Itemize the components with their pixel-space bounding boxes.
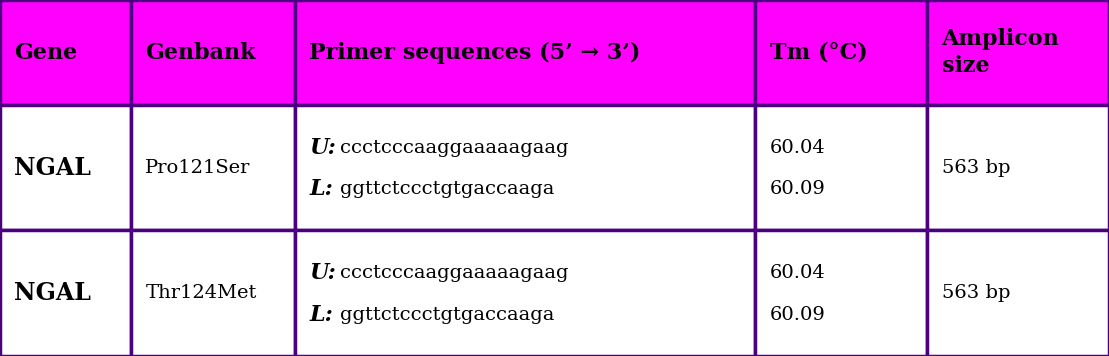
Bar [0, 230, 131, 356]
Text: ccctcccaaggaaaaagaag: ccctcccaaggaaaaagaag [340, 138, 569, 157]
Text: ggttctccctgtgaccaaga: ggttctccctgtgaccaaga [340, 180, 554, 198]
Bar [927, 0, 1109, 105]
Bar [0, 105, 131, 230]
Bar [131, 105, 295, 230]
Text: Genbank: Genbank [145, 42, 256, 63]
Text: ggttctccctgtgaccaaga: ggttctccctgtgaccaaga [340, 305, 554, 324]
Bar [295, 105, 755, 230]
Text: 563 bp: 563 bp [942, 159, 1010, 177]
Bar [295, 230, 755, 356]
Text: NGAL: NGAL [14, 156, 91, 180]
Text: 60.09: 60.09 [770, 305, 825, 324]
Text: 60.04: 60.04 [770, 264, 825, 282]
Text: NGAL: NGAL [14, 281, 91, 305]
Bar [755, 105, 927, 230]
Bar [755, 0, 927, 105]
Text: Thr124Met: Thr124Met [145, 284, 256, 302]
Text: Pro121Ser: Pro121Ser [145, 159, 251, 177]
Text: Tm (°C): Tm (°C) [770, 42, 867, 63]
Bar [131, 230, 295, 356]
Bar [927, 230, 1109, 356]
Text: Primer sequences (5’ → 3’): Primer sequences (5’ → 3’) [309, 41, 641, 64]
Bar [755, 230, 927, 356]
Text: ccctcccaaggaaaaagaag: ccctcccaaggaaaaagaag [340, 264, 569, 282]
Text: 60.09: 60.09 [770, 180, 825, 198]
Bar [295, 0, 755, 105]
Text: 60.04: 60.04 [770, 138, 825, 157]
Bar [0, 0, 131, 105]
Bar [927, 105, 1109, 230]
Bar [131, 0, 295, 105]
Text: 563 bp: 563 bp [942, 284, 1010, 302]
Text: Gene: Gene [14, 42, 78, 63]
Text: U:: U: [309, 137, 336, 159]
Text: Amplicon
size: Amplicon size [942, 28, 1059, 77]
Text: L:: L: [309, 304, 334, 325]
Text: U:: U: [309, 262, 336, 284]
Text: L:: L: [309, 178, 334, 200]
